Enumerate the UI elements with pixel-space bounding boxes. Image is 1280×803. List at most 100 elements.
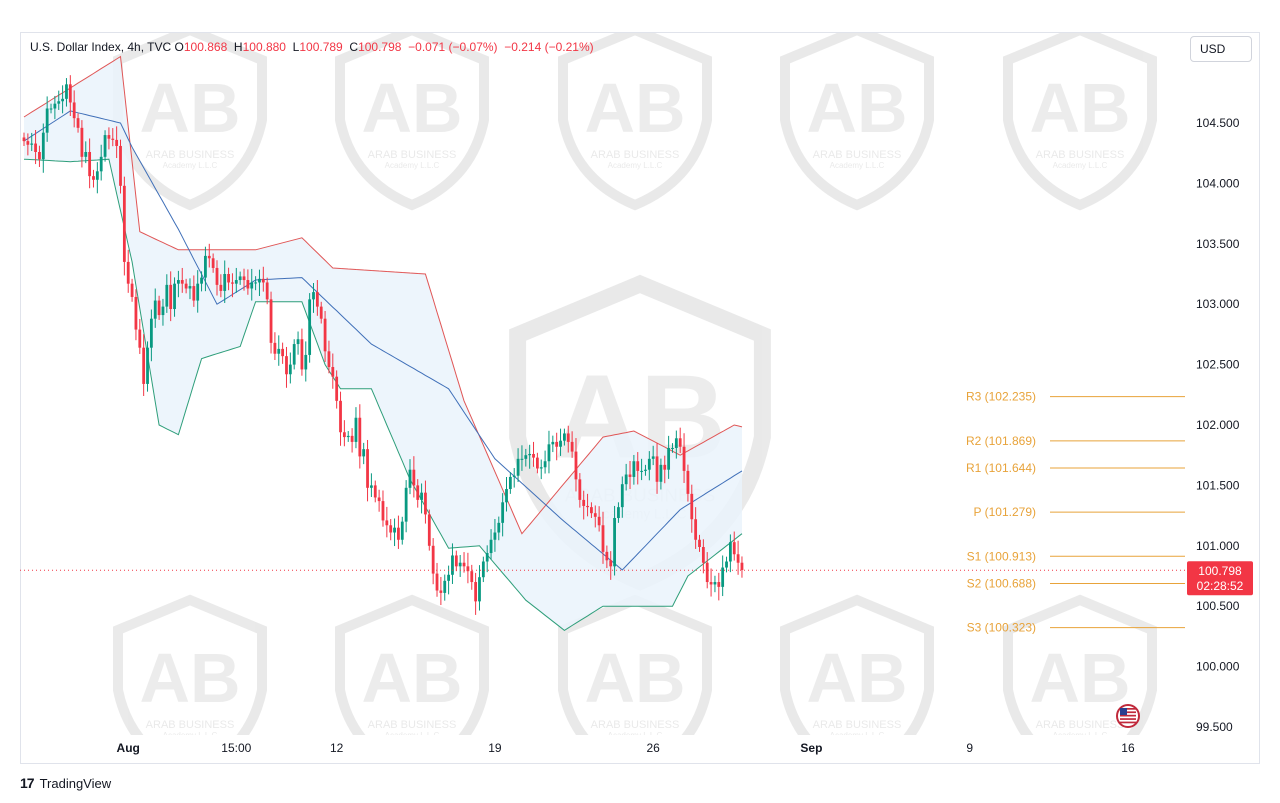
watermark-ab-icon-5: AB <box>139 639 240 717</box>
candle-body <box>242 276 246 281</box>
candle-body <box>478 577 481 602</box>
y-tick-label-5: 102.000 <box>1196 418 1240 432</box>
candle-body <box>126 261 130 284</box>
watermark-ab-icon-3: AB <box>806 69 907 147</box>
candle-body <box>68 84 72 103</box>
candle-body <box>713 582 717 585</box>
candle-body <box>605 551 609 561</box>
candle-body <box>196 283 200 301</box>
pivot-label-6: S3 (100.323) <box>967 621 1036 635</box>
x-tick-label-5: Sep <box>800 741 822 755</box>
candle-body <box>624 474 628 485</box>
candle-body <box>99 156 103 172</box>
candle-body <box>34 143 37 152</box>
watermark-ab-icon-9: AB <box>1029 639 1130 717</box>
candle-body <box>327 351 331 368</box>
candle-body <box>366 449 369 488</box>
price-tag-value: 100.798 <box>1198 564 1242 578</box>
candle-body <box>72 102 76 119</box>
y-tick-label-10: 99.500 <box>1196 720 1233 734</box>
watermark-caption-6: ARAB BUSINESS <box>368 719 457 731</box>
candle-body <box>489 539 493 554</box>
flag-canton <box>1120 708 1127 715</box>
candle-body <box>493 532 497 540</box>
candle-body <box>659 464 663 482</box>
candle-body <box>601 525 605 552</box>
watermark-subcaption-1: Academy L.L.C <box>385 161 440 170</box>
watermark-shield-icon-6 <box>335 594 489 735</box>
candle-body <box>250 282 254 289</box>
watermark-caption-8: ARAB BUSINESS <box>813 719 902 731</box>
candle-body <box>204 255 207 278</box>
legend-high-label: H <box>233 40 243 54</box>
pivot-label-4: S1 (100.913) <box>967 549 1036 563</box>
candle-body <box>308 299 312 355</box>
tradingview-logo[interactable]: 17 TradingView <box>20 775 111 791</box>
candle-body <box>180 280 184 284</box>
candle-body <box>736 554 740 563</box>
candle-body <box>312 292 315 300</box>
watermark-subcaption-9: Academy L.L.C <box>1053 731 1108 740</box>
candle-body <box>636 461 640 471</box>
pivot-label-1: R2 (101.869) <box>966 434 1036 448</box>
pivot-label-3: P (101.279) <box>974 505 1037 519</box>
candle-body <box>505 489 508 503</box>
candle-body <box>539 467 543 469</box>
candle-body <box>385 520 389 526</box>
watermark-subcaption-4: Academy L.L.C <box>1053 161 1108 170</box>
legend-open-value: 100.868 <box>183 40 228 54</box>
candle-body <box>277 348 281 354</box>
x-tick-label-7: 16 <box>1121 741 1135 755</box>
watermark-subcaption-5: Academy L.L.C <box>163 731 218 740</box>
candle-body <box>524 455 528 459</box>
candle-body <box>682 446 686 471</box>
watermark-ab-icon-6: AB <box>361 639 462 717</box>
candle-body <box>157 300 161 316</box>
candle-body <box>234 280 238 284</box>
candle-body <box>231 282 234 284</box>
candle-body <box>173 283 176 310</box>
candle-body <box>288 364 292 375</box>
candle-body <box>192 286 196 301</box>
candle-body <box>393 527 396 533</box>
candle-body <box>88 151 92 177</box>
candle-body <box>597 516 601 526</box>
candle-body <box>285 356 288 375</box>
candle-body <box>238 276 242 281</box>
candle-body <box>435 573 439 591</box>
candle-body <box>265 282 269 300</box>
flag-stripe <box>1120 708 1136 710</box>
legend-high-value: 100.880 <box>242 40 286 54</box>
y-tick-label-2: 103.500 <box>1196 237 1240 251</box>
candle-body <box>651 456 655 459</box>
legend-change-secondary: −0.214 (−0.21%) <box>504 40 594 54</box>
candle-body <box>609 560 613 567</box>
candle-body <box>543 461 547 468</box>
candle-body <box>134 296 138 330</box>
candle-body <box>146 347 149 384</box>
candle-body <box>717 582 721 587</box>
candle-body <box>520 458 524 460</box>
x-tick-label-0: Aug <box>117 741 140 755</box>
candle-body <box>732 542 736 555</box>
candle-body <box>269 299 273 343</box>
y-tick-label-1: 104.000 <box>1196 176 1240 190</box>
candle-body <box>153 300 157 319</box>
candle-body <box>292 344 296 365</box>
candle-body <box>427 514 431 546</box>
candle-body <box>350 435 354 442</box>
upper-band-line <box>23 55 743 535</box>
candle-body <box>458 562 462 567</box>
candle-body <box>319 306 323 319</box>
candle-body <box>671 447 674 449</box>
candle-body <box>474 582 478 602</box>
candle-body <box>501 502 505 523</box>
candle-body <box>547 444 551 462</box>
currency-button[interactable]: USD <box>1190 36 1252 62</box>
watermark-caption-4: ARAB BUSINESS <box>1036 149 1125 161</box>
candle-body <box>315 292 319 307</box>
x-tick-label-4: 26 <box>647 741 661 755</box>
candle-body <box>570 441 574 452</box>
x-tick-label-3: 19 <box>488 741 502 755</box>
